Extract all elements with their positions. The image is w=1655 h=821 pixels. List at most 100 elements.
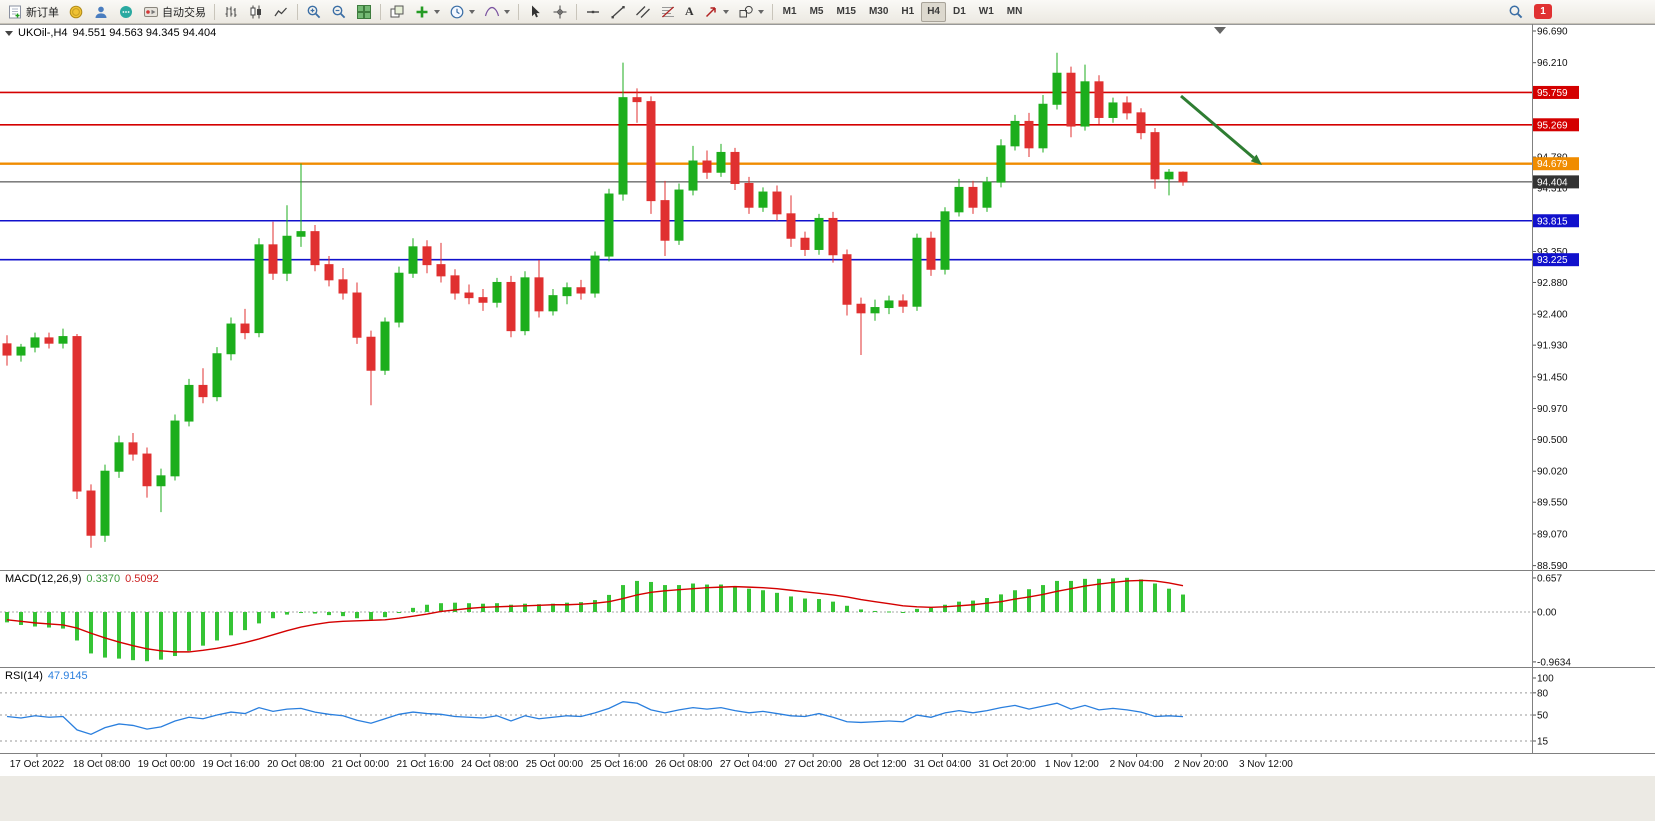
text-icon: A (685, 4, 694, 18)
candlestick-chart-button[interactable] (244, 2, 268, 22)
candle (814, 217, 824, 250)
auto-trading-icon (144, 6, 158, 17)
timeframe-m30-button[interactable]: M30 (863, 2, 894, 22)
macd-bar (327, 612, 331, 616)
candle (716, 151, 726, 173)
resistance-line-2-badge[interactable] (1533, 118, 1579, 132)
coin-button[interactable] (64, 2, 88, 22)
candle (352, 292, 362, 338)
macd-bar (1069, 580, 1073, 612)
candle (1178, 171, 1188, 183)
crosshair-tool-button[interactable] (548, 2, 572, 22)
macd-bar (61, 612, 65, 629)
text-tool-button[interactable]: A (681, 2, 698, 22)
macd-bar (985, 598, 989, 612)
candle (58, 336, 68, 344)
macd-bar (677, 585, 681, 612)
cursor-tool-button[interactable] (523, 2, 547, 22)
bar-chart-button[interactable] (219, 2, 243, 22)
trendline-tool-button[interactable] (606, 2, 630, 22)
zoom-in-button[interactable] (302, 2, 326, 22)
timeframe-m1-button[interactable]: M1 (777, 2, 803, 22)
candle (660, 200, 670, 241)
coin-icon (69, 5, 83, 18)
macd-bar (1083, 578, 1087, 612)
timeframe-m5-button[interactable]: M5 (804, 2, 830, 22)
candle (464, 292, 474, 299)
macd-bar (47, 612, 51, 628)
time-axis-label: 21 Oct 00:00 (332, 759, 390, 770)
timeframe-d1-button[interactable]: D1 (947, 2, 972, 22)
macd-bar (229, 612, 233, 636)
channel-tool-button[interactable] (631, 2, 655, 22)
candle (268, 244, 278, 274)
timeframe-h1-button[interactable]: H1 (895, 2, 920, 22)
macd-bar (635, 580, 639, 612)
clock-icon (450, 5, 464, 18)
time-axis-label: 20 Oct 08:00 (267, 759, 325, 770)
price-axis-label: 90.970 (1537, 404, 1568, 415)
timeframe-mn-button[interactable]: MN (1001, 2, 1029, 22)
support-line-1-badge[interactable] (1533, 214, 1579, 228)
sell-arrow[interactable] (1180, 94, 1255, 160)
price-axis-label: 89.550 (1537, 498, 1568, 509)
new-order-button[interactable]: 新订单 (3, 2, 63, 22)
macd-bar (943, 604, 947, 612)
candle (870, 307, 880, 314)
macd-bar (1013, 590, 1017, 612)
line-chart-icon (274, 7, 287, 16)
line-chart-button[interactable] (269, 2, 293, 22)
macd-bar (285, 612, 289, 615)
timeframe-m15-button[interactable]: M15 (830, 2, 861, 22)
pivot-line-badge[interactable] (1533, 157, 1579, 171)
zoom-in-icon (307, 5, 321, 18)
macd-bar (159, 612, 163, 660)
candle (1010, 120, 1020, 147)
macd-bar (705, 584, 709, 612)
shapes-tool-button[interactable] (734, 2, 768, 22)
candle (478, 297, 488, 303)
candle (212, 353, 222, 398)
macd-bar (1041, 585, 1045, 612)
rsi-axis-label: 100 (1537, 674, 1554, 685)
candle (1094, 81, 1104, 118)
add-indicator-button[interactable] (410, 2, 444, 22)
search-button[interactable] (1504, 2, 1528, 22)
horizontal-line-tool-button[interactable] (581, 2, 605, 22)
chart-shift-marker[interactable] (1214, 27, 1226, 34)
candle (408, 246, 418, 274)
timeframe-menu-button[interactable] (445, 2, 479, 22)
candle (72, 336, 82, 492)
resistance-line-1-badge[interactable] (1533, 85, 1579, 99)
macd-bar (775, 592, 779, 612)
time-axis-label: 31 Oct 04:00 (914, 759, 972, 770)
zoom-out-button[interactable] (327, 2, 351, 22)
candle (1150, 132, 1160, 180)
cascade-windows-button[interactable] (385, 2, 409, 22)
timeframe-h4-button[interactable]: H4 (921, 1, 946, 22)
bid-price-line-badge[interactable] (1533, 175, 1579, 189)
candle (2, 343, 12, 356)
support-line-2-badge[interactable] (1533, 253, 1579, 267)
time-axis-label: 27 Oct 20:00 (785, 759, 843, 770)
candlestick-icon (250, 5, 261, 18)
notification-badge[interactable]: 1 (1534, 4, 1552, 19)
timeframe-w1-button[interactable]: W1 (973, 2, 1000, 22)
macd-bar (901, 612, 905, 613)
price-axis-label: 92.880 (1537, 278, 1568, 289)
macd-bar (859, 609, 863, 612)
candle (772, 191, 782, 215)
auto-trading-button[interactable]: 自动交易 (139, 2, 210, 22)
candle (632, 97, 642, 103)
candle (114, 442, 124, 472)
collapse-triangle-icon[interactable] (5, 30, 13, 36)
new-order-label: 新订单 (26, 6, 59, 19)
objects-menu-button[interactable] (480, 2, 514, 22)
community-button[interactable] (114, 2, 138, 22)
fibonacci-tool-button[interactable] (656, 2, 680, 22)
tile-windows-button[interactable] (352, 2, 376, 22)
profile-button[interactable] (89, 2, 113, 22)
arrows-tool-button[interactable] (699, 2, 733, 22)
macd-bar (551, 603, 555, 612)
